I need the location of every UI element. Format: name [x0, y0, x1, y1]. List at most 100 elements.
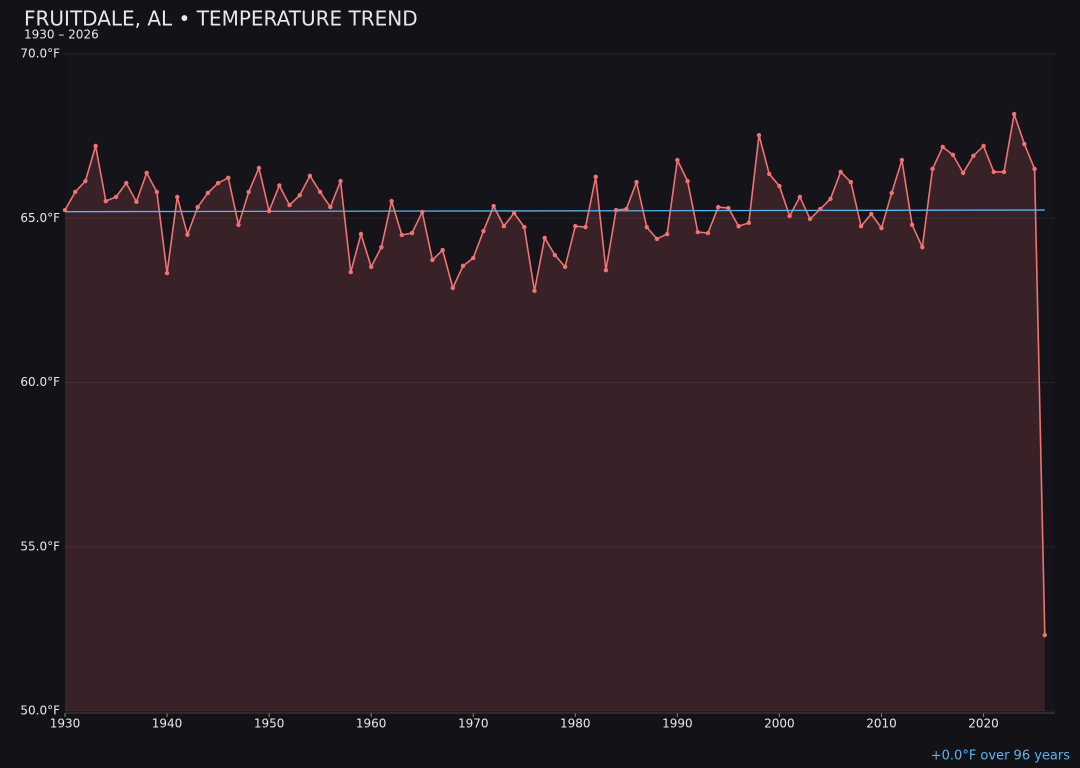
point	[62, 207, 68, 213]
x-tick-label: 2020	[968, 717, 999, 731]
point	[103, 198, 109, 204]
point	[879, 225, 884, 231]
point	[664, 231, 670, 237]
area	[65, 114, 1045, 712]
x-tick-label: 1960	[356, 717, 387, 731]
point	[93, 143, 98, 149]
point	[593, 174, 598, 180]
point	[562, 264, 568, 270]
point	[164, 270, 170, 276]
point	[501, 223, 507, 229]
trend-line	[64, 209, 1045, 213]
point	[73, 189, 78, 195]
point	[1001, 169, 1007, 175]
point	[613, 207, 619, 213]
point	[317, 189, 323, 195]
annotation: +0.0°F over 96 years	[931, 749, 1070, 764]
point	[246, 189, 251, 195]
point	[583, 224, 588, 230]
point	[726, 205, 731, 211]
point	[909, 222, 915, 228]
chart-title: FRUITDALE, AL • TEMPERATURE TREND	[24, 7, 418, 31]
point	[522, 224, 527, 230]
point	[828, 196, 833, 202]
point	[195, 204, 200, 210]
point	[256, 165, 262, 171]
x-tick-label: 1950	[254, 717, 285, 731]
point	[450, 285, 456, 291]
y-tick-label: 70.0°F	[20, 47, 60, 61]
point	[818, 206, 823, 212]
point	[1011, 111, 1017, 117]
chart-subtitle: 1930 – 2026	[24, 28, 99, 42]
point	[542, 235, 547, 241]
x-tick-label: 1990	[662, 717, 693, 731]
point	[185, 232, 190, 237]
x-tick-label: 1980	[560, 717, 591, 731]
point	[889, 190, 894, 196]
point	[348, 269, 353, 275]
point	[603, 267, 609, 273]
point	[634, 179, 639, 185]
point	[715, 204, 721, 210]
point	[440, 247, 445, 253]
point	[787, 213, 792, 219]
point	[83, 178, 88, 184]
y-tick-label: 55.0°F	[20, 539, 60, 553]
point	[756, 132, 762, 138]
point	[960, 170, 966, 176]
point	[644, 224, 649, 230]
point	[328, 204, 333, 210]
point	[899, 157, 905, 163]
point	[807, 216, 813, 222]
point	[266, 208, 272, 214]
point	[532, 288, 537, 294]
point	[705, 230, 711, 236]
point	[287, 202, 292, 208]
point	[460, 263, 466, 269]
x-tick-label: 2000	[764, 717, 795, 731]
point	[930, 166, 935, 172]
point	[175, 194, 180, 200]
point	[481, 228, 486, 234]
point	[338, 178, 343, 184]
point	[981, 143, 986, 149]
point	[920, 244, 925, 250]
x-tick-label: 2010	[866, 717, 897, 731]
point	[471, 255, 476, 261]
point	[226, 175, 231, 181]
point	[297, 193, 302, 198]
point	[767, 171, 772, 177]
point	[736, 223, 741, 229]
point	[695, 229, 700, 235]
point	[491, 203, 496, 209]
point	[685, 178, 690, 184]
point	[113, 194, 119, 200]
point	[368, 264, 374, 270]
point	[430, 257, 435, 263]
point	[1042, 632, 1047, 638]
point	[746, 220, 752, 226]
point	[858, 223, 864, 229]
point	[848, 179, 854, 185]
y-tick-label: 60.0°F	[20, 375, 60, 389]
point	[838, 169, 843, 175]
point	[134, 199, 139, 205]
point	[552, 252, 558, 258]
point	[971, 153, 976, 159]
point	[144, 170, 149, 176]
point	[409, 230, 415, 236]
point	[991, 169, 996, 175]
point	[624, 206, 629, 212]
x-tick-label: 1930	[50, 717, 81, 731]
point	[205, 190, 211, 196]
point	[154, 189, 160, 195]
point	[307, 173, 313, 179]
point	[573, 223, 578, 229]
point	[869, 211, 874, 217]
point	[358, 231, 364, 237]
point	[1032, 166, 1037, 172]
point	[950, 152, 956, 158]
point	[777, 183, 782, 189]
